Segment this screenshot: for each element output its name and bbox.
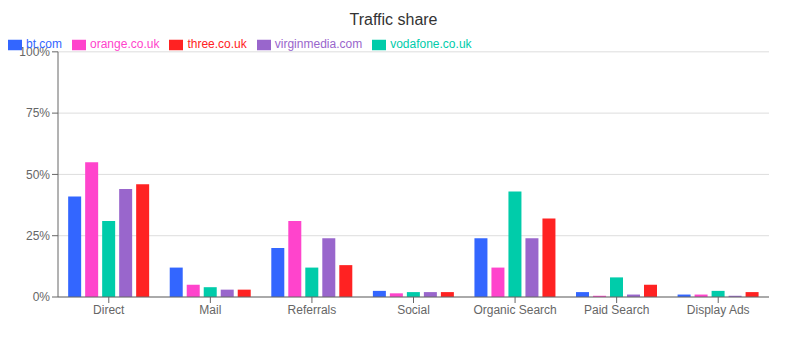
svg-text:Organic Search: Organic Search: [473, 303, 556, 317]
svg-text:0%: 0%: [33, 290, 51, 304]
svg-text:50%: 50%: [26, 168, 50, 182]
svg-text:Referrals: Referrals: [288, 303, 337, 317]
svg-text:100%: 100%: [19, 45, 50, 59]
svg-text:Mail: Mail: [199, 303, 221, 317]
svg-text:Paid Search: Paid Search: [584, 303, 649, 317]
svg-text:75%: 75%: [26, 106, 50, 120]
svg-text:Direct: Direct: [93, 303, 125, 317]
svg-text:Social: Social: [397, 303, 430, 317]
svg-text:25%: 25%: [26, 229, 50, 243]
svg-text:Display Ads: Display Ads: [687, 303, 750, 317]
